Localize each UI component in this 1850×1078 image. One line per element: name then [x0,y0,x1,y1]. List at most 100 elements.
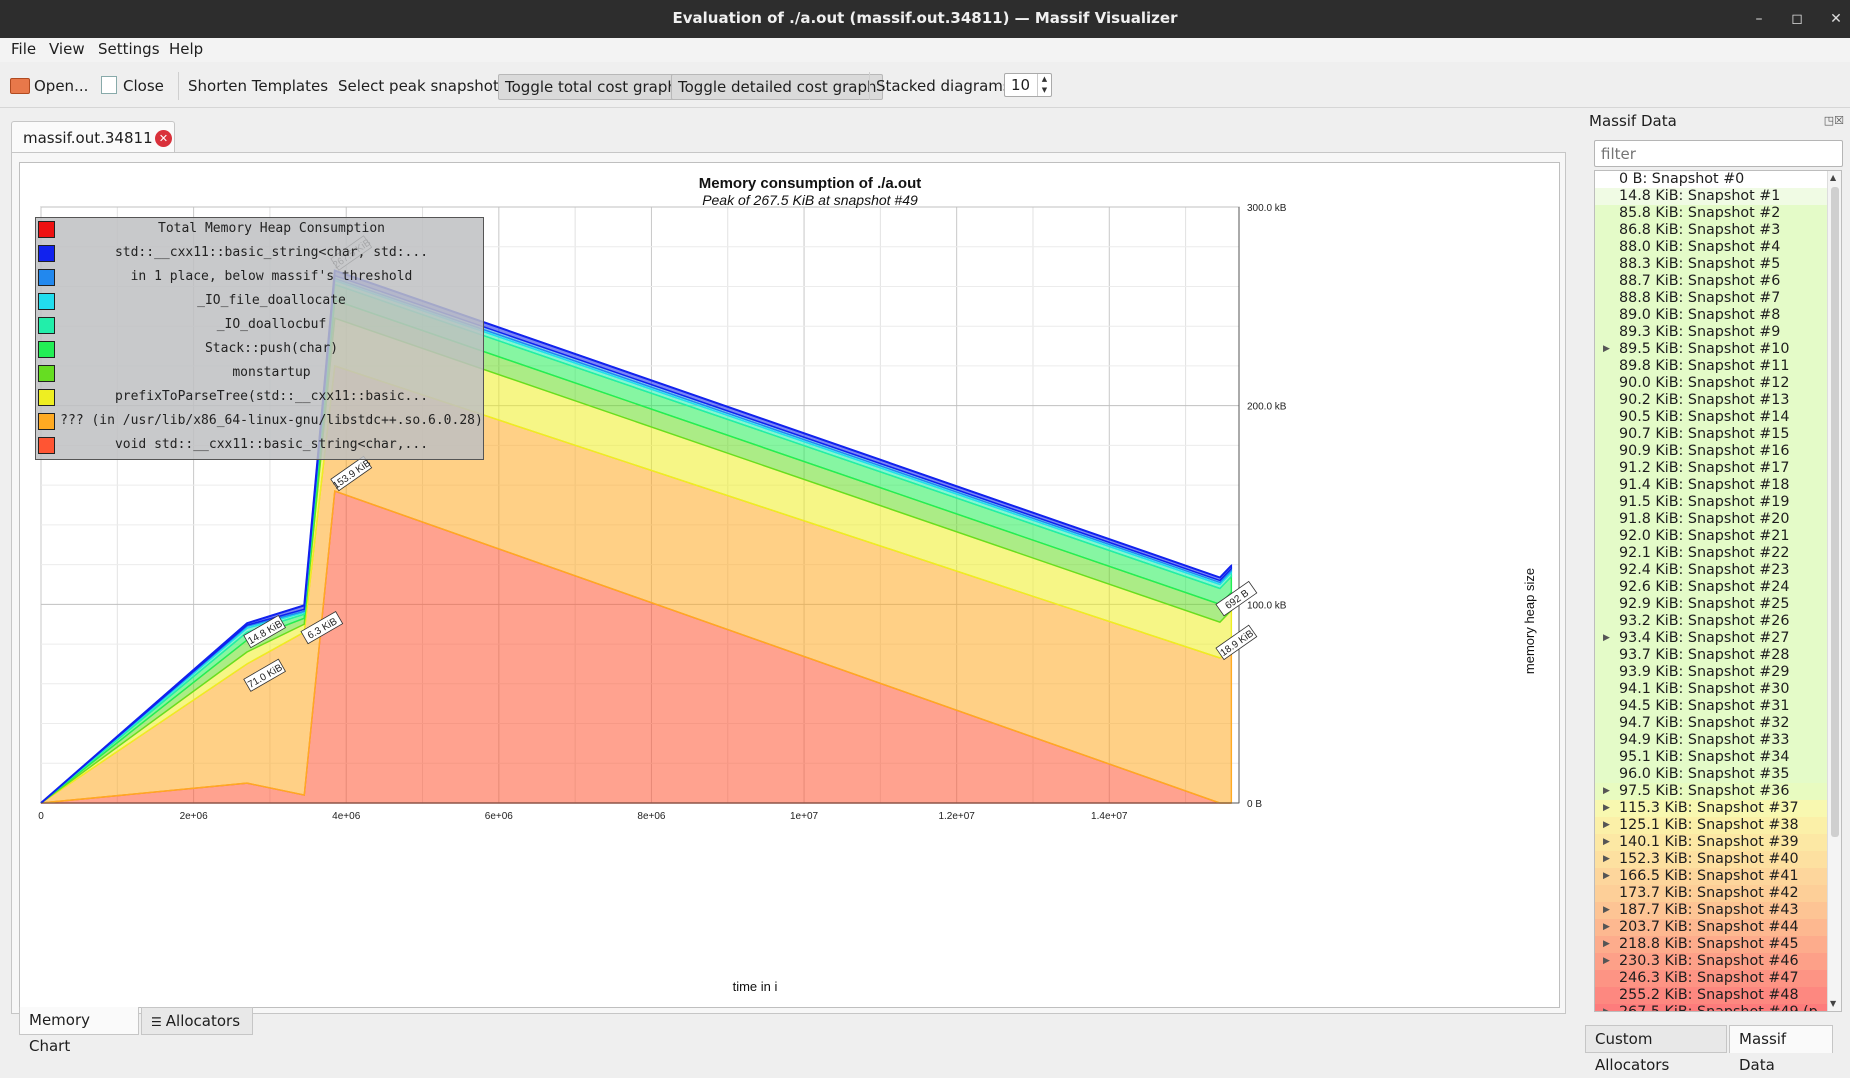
snapshot-row[interactable]: ▶ 140.1 KiB: Snapshot #39 [1595,834,1827,851]
snapshot-row[interactable]: 14.8 KiB: Snapshot #1 [1595,188,1827,205]
snapshot-row[interactable]: ▶ 152.3 KiB: Snapshot #40 [1595,851,1827,868]
expand-arrow-icon[interactable]: ▶ [1603,854,1610,864]
expand-arrow-icon[interactable]: ▶ [1603,786,1610,796]
snapshot-row[interactable]: 90.0 KiB: Snapshot #12 [1595,375,1827,392]
snapshot-row[interactable]: 94.9 KiB: Snapshot #33 [1595,732,1827,749]
expand-arrow-icon[interactable]: ▶ [1603,820,1610,830]
snapshot-row[interactable]: 88.3 KiB: Snapshot #5 [1595,256,1827,273]
list-scrollbar[interactable]: ▲ ▼ [1827,171,1841,1011]
snapshot-row[interactable]: 92.1 KiB: Snapshot #22 [1595,545,1827,562]
snapshot-row[interactable]: 88.8 KiB: Snapshot #7 [1595,290,1827,307]
menu-help[interactable]: Help [169,40,204,58]
snapshot-row[interactable]: 90.2 KiB: Snapshot #13 [1595,392,1827,409]
tab-memory-chart[interactable]: Memory Chart [19,1007,139,1055]
snapshot-row[interactable]: 92.4 KiB: Snapshot #23 [1595,562,1827,579]
expand-arrow-icon[interactable]: ▶ [1603,803,1610,813]
expand-arrow-icon[interactable]: ▶ [1603,633,1610,643]
snapshot-row[interactable]: 91.2 KiB: Snapshot #17 [1595,460,1827,477]
snapshot-row[interactable]: 173.7 KiB: Snapshot #42 [1595,885,1827,902]
snapshot-row[interactable]: ▶ 203.7 KiB: Snapshot #44 [1595,919,1827,936]
snapshot-row[interactable]: 85.8 KiB: Snapshot #2 [1595,205,1827,222]
expand-arrow-icon[interactable]: ▶ [1603,837,1610,847]
snapshot-label: 115.3 KiB: Snapshot #37 [1619,800,1799,816]
snapshot-row[interactable]: 93.9 KiB: Snapshot #29 [1595,664,1827,681]
snapshot-row[interactable]: 91.4 KiB: Snapshot #18 [1595,477,1827,494]
snapshot-row[interactable]: 88.7 KiB: Snapshot #6 [1595,273,1827,290]
snapshot-row[interactable]: 246.3 KiB: Snapshot #47 [1595,970,1827,987]
snapshot-row[interactable]: 90.9 KiB: Snapshot #16 [1595,443,1827,460]
snapshot-row[interactable]: 94.1 KiB: Snapshot #30 [1595,681,1827,698]
menu-file[interactable]: File [11,40,37,58]
legend-label: std::__cxx11::basic_string<char, std:... [114,245,429,260]
snapshot-row[interactable]: ▶ 125.1 KiB: Snapshot #38 [1595,817,1827,834]
expand-arrow-icon[interactable]: ▶ [1603,922,1610,932]
expand-arrow-icon[interactable]: ▶ [1603,1007,1610,1012]
snapshot-row[interactable]: ▶ 97.5 KiB: Snapshot #36 [1595,783,1827,800]
scroll-down-icon[interactable]: ▼ [1830,999,1837,1008]
close-button[interactable]: Close [95,74,170,100]
snapshot-label: 96.0 KiB: Snapshot #35 [1619,766,1790,782]
close-window-button[interactable]: ✕ [1830,11,1842,27]
snapshot-row[interactable]: ▶ 267.5 KiB: Snapshot #49 (p [1595,1004,1827,1012]
snapshot-row[interactable]: 89.8 KiB: Snapshot #11 [1595,358,1827,375]
snapshot-row[interactable]: 90.7 KiB: Snapshot #15 [1595,426,1827,443]
maximize-button[interactable]: ◻ [1791,11,1803,27]
shorten-templates-button[interactable]: Shorten Templates [188,77,329,95]
snapshot-row[interactable]: ▶ 89.5 KiB: Snapshot #10 [1595,341,1827,358]
snapshot-row[interactable]: ▶ 218.8 KiB: Snapshot #45 [1595,936,1827,953]
snapshot-row[interactable]: 91.8 KiB: Snapshot #20 [1595,511,1827,528]
snapshot-list[interactable]: 0 B: Snapshot #0 14.8 KiB: Snapshot #1 85.… [1594,170,1842,1012]
memory-chart[interactable]: 0 2e+06 4e+06 6e+06 8e+06 1e+07 1.2e+07 1.4e+07… [19,162,1560,1008]
menu-view[interactable]: View [49,40,85,58]
snapshot-row[interactable]: 88.0 KiB: Snapshot #4 [1595,239,1827,256]
snapshot-row[interactable]: 94.5 KiB: Snapshot #31 [1595,698,1827,715]
filter-input[interactable] [1594,140,1843,167]
scroll-thumb[interactable] [1831,187,1839,837]
snapshot-row[interactable]: 93.7 KiB: Snapshot #28 [1595,647,1827,664]
spin-arrows-icon[interactable]: ▲ ▼ [1037,74,1051,96]
snapshot-row[interactable]: 89.0 KiB: Snapshot #8 [1595,307,1827,324]
stacked-diagrams-spinbox[interactable]: 10 ▲ ▼ [1004,73,1052,97]
snapshot-row[interactable]: 91.5 KiB: Snapshot #19 [1595,494,1827,511]
tab-custom-allocators[interactable]: Custom Allocators [1585,1025,1727,1074]
snapshot-row[interactable]: 89.3 KiB: Snapshot #9 [1595,324,1827,341]
dock-float-close-icons[interactable]: ◳☒ [1823,114,1844,127]
snapshot-row[interactable]: 0 B: Snapshot #0 [1595,171,1827,188]
toggle-detailed-cost-button[interactable]: Toggle detailed cost graph [671,74,884,100]
tab-allocators[interactable]: ☰ Allocators [141,1007,253,1035]
snapshot-row[interactable]: ▶ 115.3 KiB: Snapshot #37 [1595,800,1827,817]
select-peak-button[interactable]: Select peak snapshot [338,77,499,95]
expand-arrow-icon[interactable]: ▶ [1603,956,1610,966]
snapshot-row[interactable]: 92.9 KiB: Snapshot #25 [1595,596,1827,613]
legend-label: Stack::push(char) [204,341,339,356]
snapshot-row[interactable]: 93.2 KiB: Snapshot #26 [1595,613,1827,630]
menu-settings[interactable]: Settings [98,40,160,58]
stacked-diagrams-label: Stacked diagrams: [876,77,1016,95]
snapshot-row[interactable]: 90.5 KiB: Snapshot #14 [1595,409,1827,426]
snapshot-row[interactable]: 95.1 KiB: Snapshot #34 [1595,749,1827,766]
snapshot-row[interactable]: 255.2 KiB: Snapshot #48 [1595,987,1827,1004]
expand-arrow-icon[interactable]: ▶ [1603,871,1610,881]
snapshot-row[interactable]: 92.6 KiB: Snapshot #24 [1595,579,1827,596]
snapshot-row[interactable]: ▶ 187.7 KiB: Snapshot #43 [1595,902,1827,919]
snapshot-label: 93.7 KiB: Snapshot #28 [1619,647,1790,663]
snapshot-label: 255.2 KiB: Snapshot #48 [1619,987,1799,1003]
scroll-up-icon[interactable]: ▲ [1830,173,1837,182]
close-tab-icon[interactable]: ✕ [155,130,172,147]
tab-massif-data[interactable]: Massif Data [1729,1025,1833,1074]
snapshot-row[interactable]: ▶ 93.4 KiB: Snapshot #27 [1595,630,1827,647]
snapshot-row[interactable]: 94.7 KiB: Snapshot #32 [1595,715,1827,732]
open-button[interactable]: Open... [4,74,94,100]
view-tabs: Memory Chart ☰ Allocators [19,1007,619,1055]
snapshot-row[interactable]: ▶ 230.3 KiB: Snapshot #46 [1595,953,1827,970]
snapshot-row[interactable]: 86.8 KiB: Snapshot #3 [1595,222,1827,239]
expand-arrow-icon[interactable]: ▶ [1603,905,1610,915]
expand-arrow-icon[interactable]: ▶ [1603,344,1610,354]
snapshot-row[interactable]: 92.0 KiB: Snapshot #21 [1595,528,1827,545]
snapshot-row[interactable]: ▶ 166.5 KiB: Snapshot #41 [1595,868,1827,885]
snapshot-row[interactable]: 96.0 KiB: Snapshot #35 [1595,766,1827,783]
document-tab[interactable]: massif.out.34811 ✕ [11,121,175,153]
toggle-total-cost-button[interactable]: Toggle total cost graph [498,74,684,100]
minimize-button[interactable]: – [1755,11,1763,27]
expand-arrow-icon[interactable]: ▶ [1603,939,1610,949]
